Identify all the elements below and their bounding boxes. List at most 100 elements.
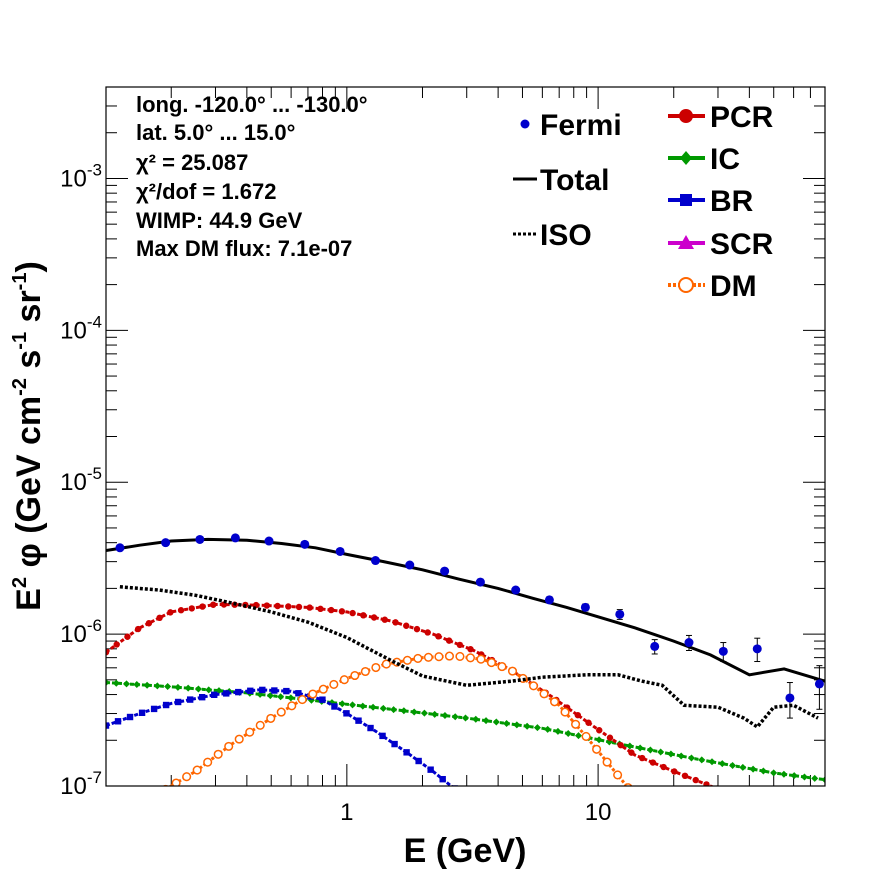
- pcr-point: [317, 605, 324, 613]
- pcr-point: [403, 622, 410, 629]
- ic-point: [492, 718, 500, 726]
- pcr-point: [574, 711, 582, 719]
- pcr-point: [585, 719, 592, 726]
- info-wimp-mass: WIMP: 44.9 GeV: [136, 208, 303, 233]
- pcr-point: [617, 741, 624, 749]
- ic-point: [359, 702, 367, 710]
- dm-point: [287, 701, 297, 711]
- dm-point: [329, 679, 339, 690]
- pcr-point: [692, 776, 699, 784]
- dm-point: [402, 655, 412, 665]
- ic-point: [133, 681, 141, 689]
- dm-point: [224, 741, 234, 751]
- ic-point: [164, 683, 172, 691]
- fermi-point: [230, 533, 240, 543]
- dm-point: [182, 772, 192, 782]
- y-tick-label: 10-3: [60, 160, 102, 192]
- ic-point: [287, 694, 295, 702]
- ic-point: [112, 679, 120, 687]
- ic-point: [790, 772, 798, 780]
- ic-point: [646, 746, 654, 754]
- fermi-point: [814, 679, 824, 689]
- legend-total-label: Total: [540, 164, 609, 197]
- ic-point: [106, 679, 110, 687]
- ic-point: [143, 681, 151, 689]
- pcr-point: [413, 625, 421, 633]
- pcr-point: [435, 633, 442, 640]
- dm-point: [507, 666, 518, 676]
- pcr-point: [349, 609, 356, 617]
- br-point: [150, 705, 158, 713]
- y-tick-label: 10-6: [60, 616, 102, 648]
- iso-curve: [119, 585, 819, 730]
- pcr-point: [145, 620, 153, 627]
- ic-point: [379, 704, 387, 712]
- pcr-point: [106, 649, 110, 656]
- info-box: long. -120.0° ... -130.0° lat. 5.0° ... …: [136, 92, 368, 261]
- br-point: [319, 696, 326, 703]
- svg-text:E2 φ (GeV cm-2 s-1 sr-1): E2 φ (GeV cm-2 s-1 sr-1): [9, 261, 48, 611]
- legend-dm-label: DM: [710, 270, 757, 303]
- ic-point: [513, 721, 521, 729]
- ic-point: [462, 714, 469, 722]
- ic-point: [277, 693, 285, 701]
- ic-markers: [106, 679, 825, 784]
- fermi-point: [475, 577, 485, 587]
- fermi-point: [650, 641, 660, 651]
- ic-point: [482, 717, 490, 725]
- legend-pcr-marker: [679, 109, 693, 123]
- ic-point: [821, 776, 825, 784]
- ic-point: [523, 722, 531, 730]
- total-curve: [106, 537, 825, 683]
- series-layer: [106, 533, 825, 786]
- pcr-point: [177, 607, 185, 614]
- ic-point: [687, 754, 695, 762]
- br-point: [114, 718, 122, 725]
- ic-point: [472, 715, 480, 723]
- dm-point: [308, 689, 318, 699]
- ic-point: [153, 682, 161, 690]
- br-point: [271, 687, 278, 694]
- dm-point: [476, 654, 486, 664]
- ic-point: [780, 770, 788, 778]
- pcr-point: [392, 619, 399, 626]
- ic-point: [718, 760, 726, 768]
- pcr-point: [671, 768, 678, 775]
- ic-point: [123, 680, 131, 688]
- ic-point: [533, 724, 541, 732]
- dm-point: [539, 689, 549, 699]
- dm-point: [550, 697, 560, 707]
- pcr-point: [285, 603, 292, 610]
- pcr-point: [638, 754, 646, 762]
- ic-point: [698, 756, 706, 764]
- dm-point: [455, 651, 465, 661]
- br-point: [283, 687, 290, 695]
- pcr-point: [681, 772, 689, 780]
- y-tick-labels: 10-7 10-6 10-5 10-4 10-3: [60, 160, 102, 800]
- fermi-point: [511, 585, 521, 595]
- x-tick-labels: 1 10: [340, 799, 611, 826]
- legend-iso-label: ISO: [540, 219, 592, 252]
- dm-point: [571, 719, 581, 729]
- ic-point: [400, 707, 408, 715]
- ic-point: [184, 684, 192, 692]
- ic-point: [451, 713, 459, 721]
- pcr-point: [596, 727, 603, 734]
- pcr-point: [370, 614, 378, 621]
- dm-point: [203, 757, 213, 767]
- ic-point: [266, 692, 274, 700]
- dm-point: [266, 713, 276, 723]
- dm-point: [413, 653, 423, 664]
- y-tick-label: 10-5: [60, 464, 102, 496]
- fermi-point: [115, 543, 125, 553]
- br-point: [186, 696, 194, 703]
- pcr-point: [113, 641, 120, 648]
- pcr-point: [660, 763, 667, 771]
- pcr-point: [424, 629, 431, 636]
- info-longitude: long. -120.0° ... -130.0°: [136, 92, 368, 117]
- dm-point: [602, 757, 612, 767]
- pcr-point: [156, 614, 163, 622]
- pcr-point: [360, 612, 367, 619]
- info-chi2-dof: χ²/dof = 1.672: [136, 179, 276, 204]
- fermi-point: [370, 556, 380, 566]
